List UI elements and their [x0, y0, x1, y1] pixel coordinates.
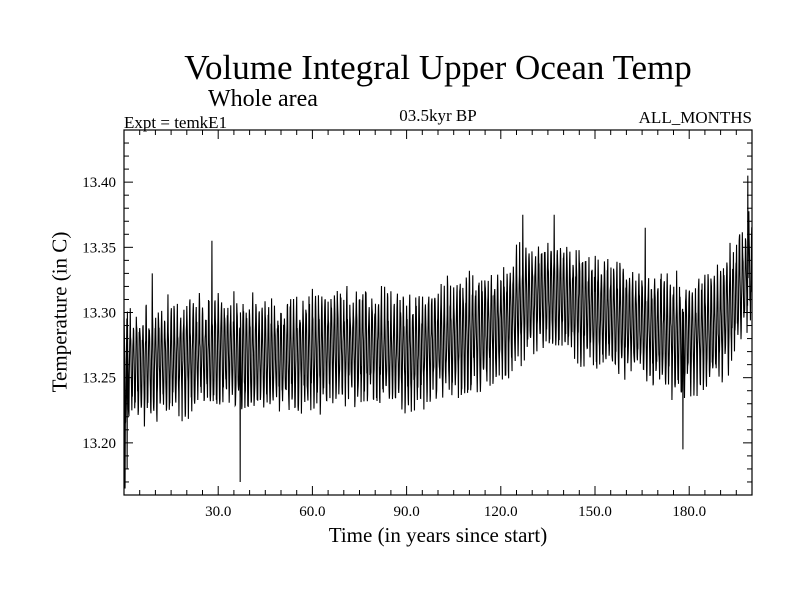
- x-tick-label: 180.0: [672, 504, 706, 520]
- ticks-layer: 30.0 60.0 90.0 120.0 150.0 180.0 13.20 13.25 13.…: [82, 129, 753, 520]
- x-tick-label: 150.0: [578, 504, 612, 520]
- plot-frame: [123, 129, 753, 496]
- x-axis-label: Time (in years since start): [328, 523, 548, 547]
- y-tick-label: 13.30: [82, 306, 116, 322]
- y-tick-label: 13.40: [82, 175, 116, 191]
- chart-subtitle: Whole area: [208, 86, 318, 112]
- experiment-label: Expt = temkE1: [124, 113, 228, 132]
- x-tick-label: 30.0: [205, 504, 231, 520]
- period-label: 03.5kyr BP: [399, 106, 477, 125]
- series-line-temperature: [123, 175, 753, 489]
- months-label: ALL_MONTHS: [638, 108, 752, 127]
- y-tick-label: 13.35: [82, 240, 116, 256]
- y-tick-label: 13.20: [82, 436, 116, 452]
- x-tick-label: 120.0: [484, 504, 518, 520]
- chart-title: Volume Integral Upper Ocean Temp: [184, 48, 692, 87]
- series-layer: [123, 175, 753, 489]
- x-tick-label: 60.0: [299, 504, 325, 520]
- x-tick-label: 90.0: [393, 504, 419, 520]
- y-tick-label: 13.25: [82, 371, 116, 387]
